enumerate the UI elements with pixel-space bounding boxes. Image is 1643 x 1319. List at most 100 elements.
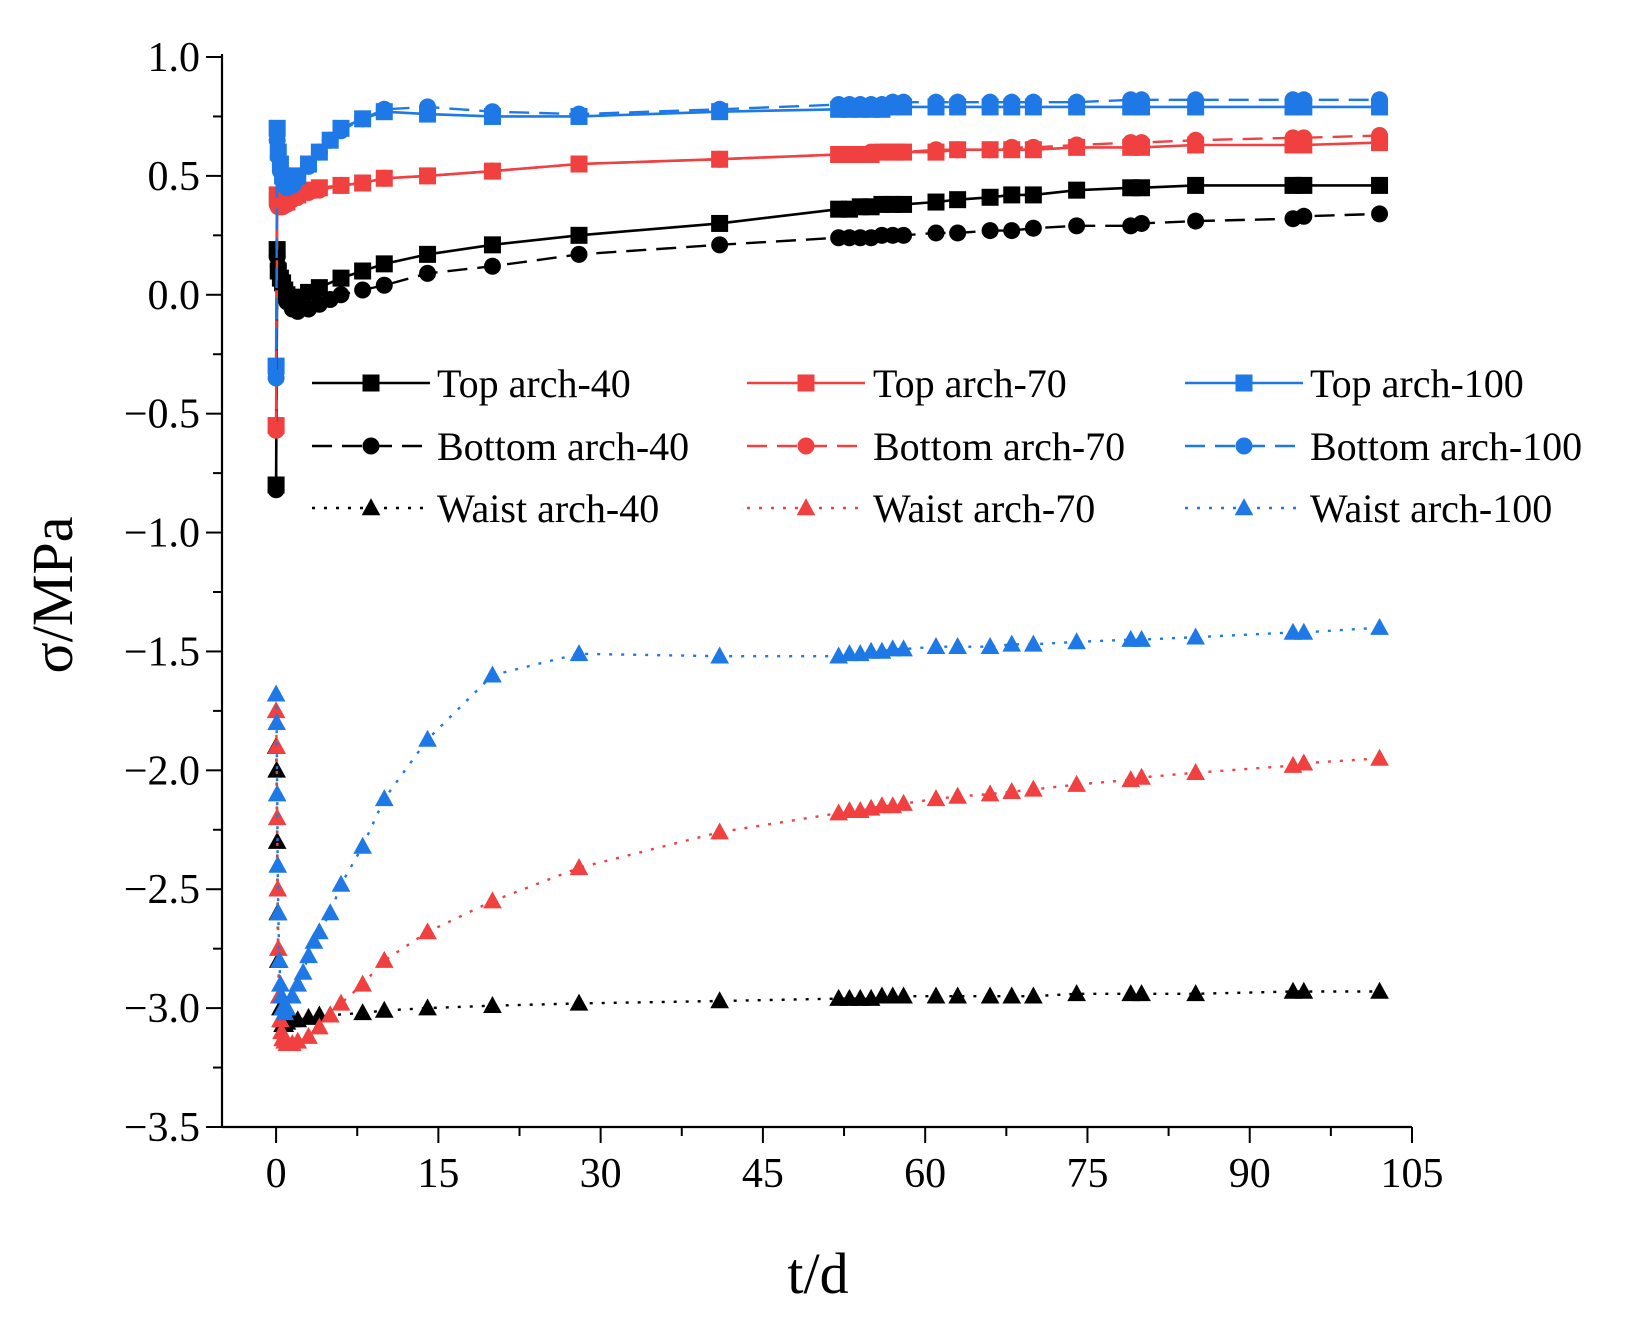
data-point-circle bbox=[267, 481, 285, 499]
x-tick-label: 45 bbox=[742, 1151, 784, 1197]
legend-label: Top arch-100 bbox=[1310, 361, 1524, 406]
legend-item: Bottom arch-100 bbox=[1185, 424, 1582, 469]
data-point-square bbox=[1024, 186, 1042, 204]
data-point-circle bbox=[300, 157, 318, 175]
x-tick-label: 60 bbox=[904, 1151, 946, 1197]
data-point-triangle bbox=[894, 793, 913, 811]
data-point-triangle bbox=[1132, 767, 1151, 785]
series-waist-arch-40 bbox=[266, 736, 1389, 1033]
data-point-circle bbox=[289, 169, 307, 187]
data-point-circle bbox=[927, 93, 945, 111]
data-point-triangle bbox=[282, 986, 302, 1004]
data-point-triangle bbox=[293, 962, 313, 980]
data-point-square bbox=[711, 214, 729, 232]
data-point-square bbox=[375, 255, 393, 273]
data-point-triangle bbox=[268, 855, 288, 873]
data-point-circle bbox=[483, 162, 501, 180]
data-point-square bbox=[927, 193, 945, 211]
data-point-circle bbox=[1133, 91, 1151, 109]
data-point-circle bbox=[419, 167, 437, 185]
data-point-square bbox=[981, 188, 999, 206]
data-point-circle bbox=[419, 98, 437, 116]
data-point-triangle bbox=[418, 922, 437, 940]
legend-item: Bottom arch-40 bbox=[312, 424, 689, 469]
data-point-triangle bbox=[483, 891, 502, 909]
data-point-triangle bbox=[980, 636, 1000, 654]
data-point-triangle bbox=[288, 974, 308, 992]
data-point-triangle bbox=[1067, 632, 1086, 650]
data-point-triangle bbox=[1024, 634, 1043, 652]
data-point-square bbox=[895, 195, 913, 213]
legend-label: Bottom arch-70 bbox=[873, 424, 1125, 469]
data-point-circle bbox=[711, 100, 729, 118]
legend-label: Bottom arch-40 bbox=[437, 424, 689, 469]
legend-item: Top arch-100 bbox=[1185, 361, 1524, 406]
data-point-triangle bbox=[1002, 634, 1022, 652]
y-tick-label: −1.0 bbox=[124, 511, 200, 557]
data-point-circle bbox=[1187, 131, 1205, 149]
y-tick-label: −2.0 bbox=[124, 748, 200, 794]
data-point-triangle bbox=[277, 998, 297, 1016]
legend-item: Waist arch-100 bbox=[1185, 486, 1552, 531]
data-point-triangle bbox=[1067, 774, 1086, 792]
data-point-circle bbox=[1235, 437, 1253, 455]
data-point-circle bbox=[483, 257, 501, 275]
legend-item: Waist arch-40 bbox=[312, 486, 659, 531]
data-point-triangle bbox=[374, 950, 394, 968]
data-point-triangle bbox=[894, 986, 913, 1004]
data-point-triangle bbox=[310, 922, 329, 940]
data-point-triangle bbox=[1002, 986, 1022, 1004]
data-point-circle bbox=[711, 236, 729, 254]
data-point-square bbox=[1068, 181, 1086, 199]
data-point-triangle bbox=[310, 1017, 329, 1035]
data-point-circle bbox=[927, 224, 945, 242]
data-point-triangle bbox=[374, 1000, 394, 1018]
data-point-circle bbox=[1371, 205, 1389, 223]
data-point-circle bbox=[570, 155, 588, 173]
legend-label: Top arch-70 bbox=[873, 361, 1067, 406]
data-point-circle bbox=[419, 264, 437, 282]
x-tick-label: 105 bbox=[1381, 1151, 1444, 1197]
data-point-circle bbox=[981, 93, 999, 111]
data-point-square bbox=[483, 236, 501, 254]
data-point-circle bbox=[375, 100, 393, 118]
data-point-triangle bbox=[353, 974, 372, 992]
data-point-circle bbox=[1068, 93, 1086, 111]
data-point-square bbox=[1187, 176, 1205, 194]
data-point-circle bbox=[1133, 214, 1151, 232]
data-point-circle bbox=[332, 286, 350, 304]
data-point-circle bbox=[981, 222, 999, 240]
data-point-triangle bbox=[948, 786, 967, 804]
data-point-circle bbox=[1371, 126, 1389, 144]
data-point-circle bbox=[570, 245, 588, 263]
data-point-square bbox=[1133, 179, 1151, 197]
data-point-triangle bbox=[483, 665, 502, 683]
y-tick-label: 0.0 bbox=[148, 273, 201, 319]
data-point-triangle bbox=[361, 498, 381, 516]
data-point-square bbox=[362, 374, 380, 392]
legend-label: Waist arch-100 bbox=[1310, 486, 1552, 531]
data-point-triangle bbox=[1370, 617, 1389, 635]
data-point-circle bbox=[269, 148, 287, 166]
data-point-triangle bbox=[320, 1005, 340, 1023]
data-point-triangle bbox=[288, 1031, 308, 1049]
data-point-triangle bbox=[1234, 498, 1254, 516]
data-point-square bbox=[268, 119, 286, 137]
axes: −3.5 −3.0 −2.5 −2.0 −1.5 −1.0 −0.5 0.0 0.5 1.0 0 15… bbox=[124, 35, 1444, 1197]
data-point-triangle bbox=[948, 986, 967, 1004]
data-point-triangle bbox=[271, 974, 290, 992]
data-point-triangle bbox=[374, 789, 394, 807]
data-point-triangle bbox=[926, 636, 946, 654]
data-point-circle bbox=[711, 150, 729, 168]
data-point-triangle bbox=[1186, 984, 1205, 1002]
data-point-circle bbox=[895, 93, 913, 111]
series-waist-arch-70 bbox=[266, 701, 1389, 1052]
data-point-circle bbox=[949, 93, 967, 111]
data-point-triangle bbox=[1370, 981, 1389, 999]
data-point-square bbox=[949, 191, 967, 209]
data-point-square bbox=[354, 262, 372, 280]
data-point-circle bbox=[1024, 93, 1042, 111]
data-point-triangle bbox=[1132, 984, 1151, 1002]
legend-item: Waist arch-70 bbox=[747, 486, 1095, 531]
